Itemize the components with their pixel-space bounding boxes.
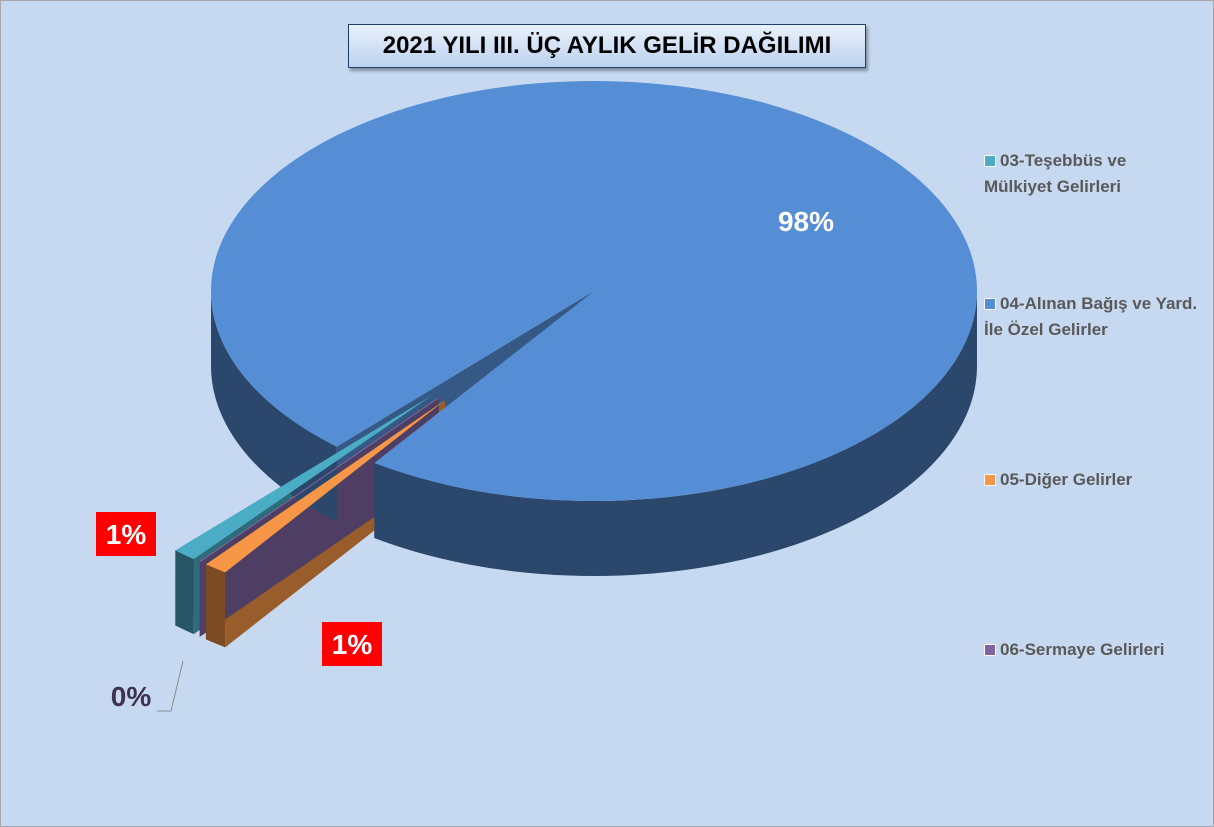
legend-swatch [984, 644, 996, 656]
data-label: 0% [111, 681, 152, 712]
legend-item: 05-Diğer Gelirler [984, 467, 1199, 493]
data-label: 1% [332, 629, 373, 660]
legend-label: 05-Diğer Gelirler [1000, 470, 1133, 489]
slice-wall [199, 397, 439, 637]
leader-line [157, 660, 184, 712]
legend-item: 06-Sermaye Gelirleri [984, 637, 1199, 663]
chart-title: 2021 YILI III. ÜÇ AYLIK GELİR DAĞILIMI [348, 24, 866, 68]
legend-swatch [984, 155, 996, 167]
legend-item: 03-Teşebbüs ve Mülkiyet Gelirleri [984, 148, 1199, 200]
legend-label: 06-Sermaye Gelirleri [1000, 640, 1165, 659]
data-label: 98% [778, 206, 834, 237]
slice-side [211, 291, 337, 522]
slice [211, 81, 978, 502]
legend-item: 04-Alınan Bağış ve Yard. İle Özel Gelirl… [984, 291, 1199, 343]
legend-label: 03-Teşebbüs ve Mülkiyet Gelirleri [984, 151, 1127, 196]
slice-side [374, 291, 978, 577]
legend-swatch [984, 474, 996, 486]
data-label-box [322, 622, 382, 666]
slice-side [175, 550, 194, 635]
slice [205, 400, 445, 573]
data-label-box [96, 512, 156, 556]
legend-label: 04-Alınan Bağış ve Yard. İle Özel Gelirl… [984, 294, 1198, 339]
data-label: 1% [106, 519, 147, 550]
slice [175, 394, 433, 560]
legend-swatch [984, 298, 996, 310]
slice-side [205, 564, 226, 648]
